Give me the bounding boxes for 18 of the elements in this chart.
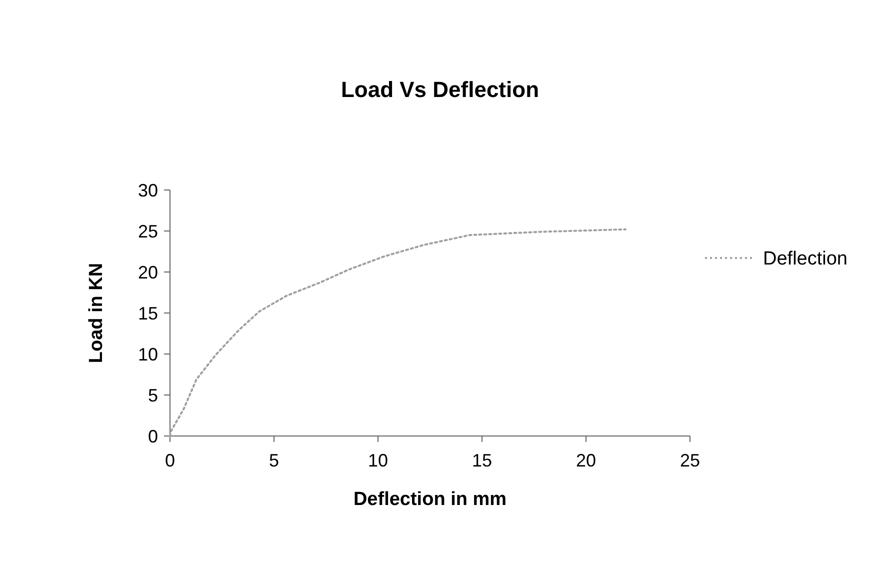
y-tick-label: 10: [138, 344, 158, 364]
line-series: [169, 228, 627, 437]
x-tick-label: 25: [680, 450, 700, 470]
x-axis-title: Deflection in mm: [353, 489, 507, 510]
x-tick-label: 15: [472, 450, 492, 470]
y-tick-label: 25: [138, 221, 158, 242]
chart-title: Load Vs Deflection: [340, 77, 540, 102]
legend-label: Deflection: [763, 248, 848, 270]
x-tick-label: 0: [164, 450, 176, 470]
y-tick-label: 20: [138, 262, 158, 282]
y-tick-label: 0: [148, 426, 158, 446]
y-tick-label: 15: [138, 303, 158, 324]
y-tick-label: 30: [138, 180, 158, 200]
x-tick-label: 10: [368, 450, 388, 470]
x-tick-label: 20: [576, 450, 596, 470]
x-tick-label: 5: [268, 450, 280, 470]
y-axis-title: Load in KN: [86, 262, 107, 364]
y-tick-label: 5: [148, 385, 158, 406]
